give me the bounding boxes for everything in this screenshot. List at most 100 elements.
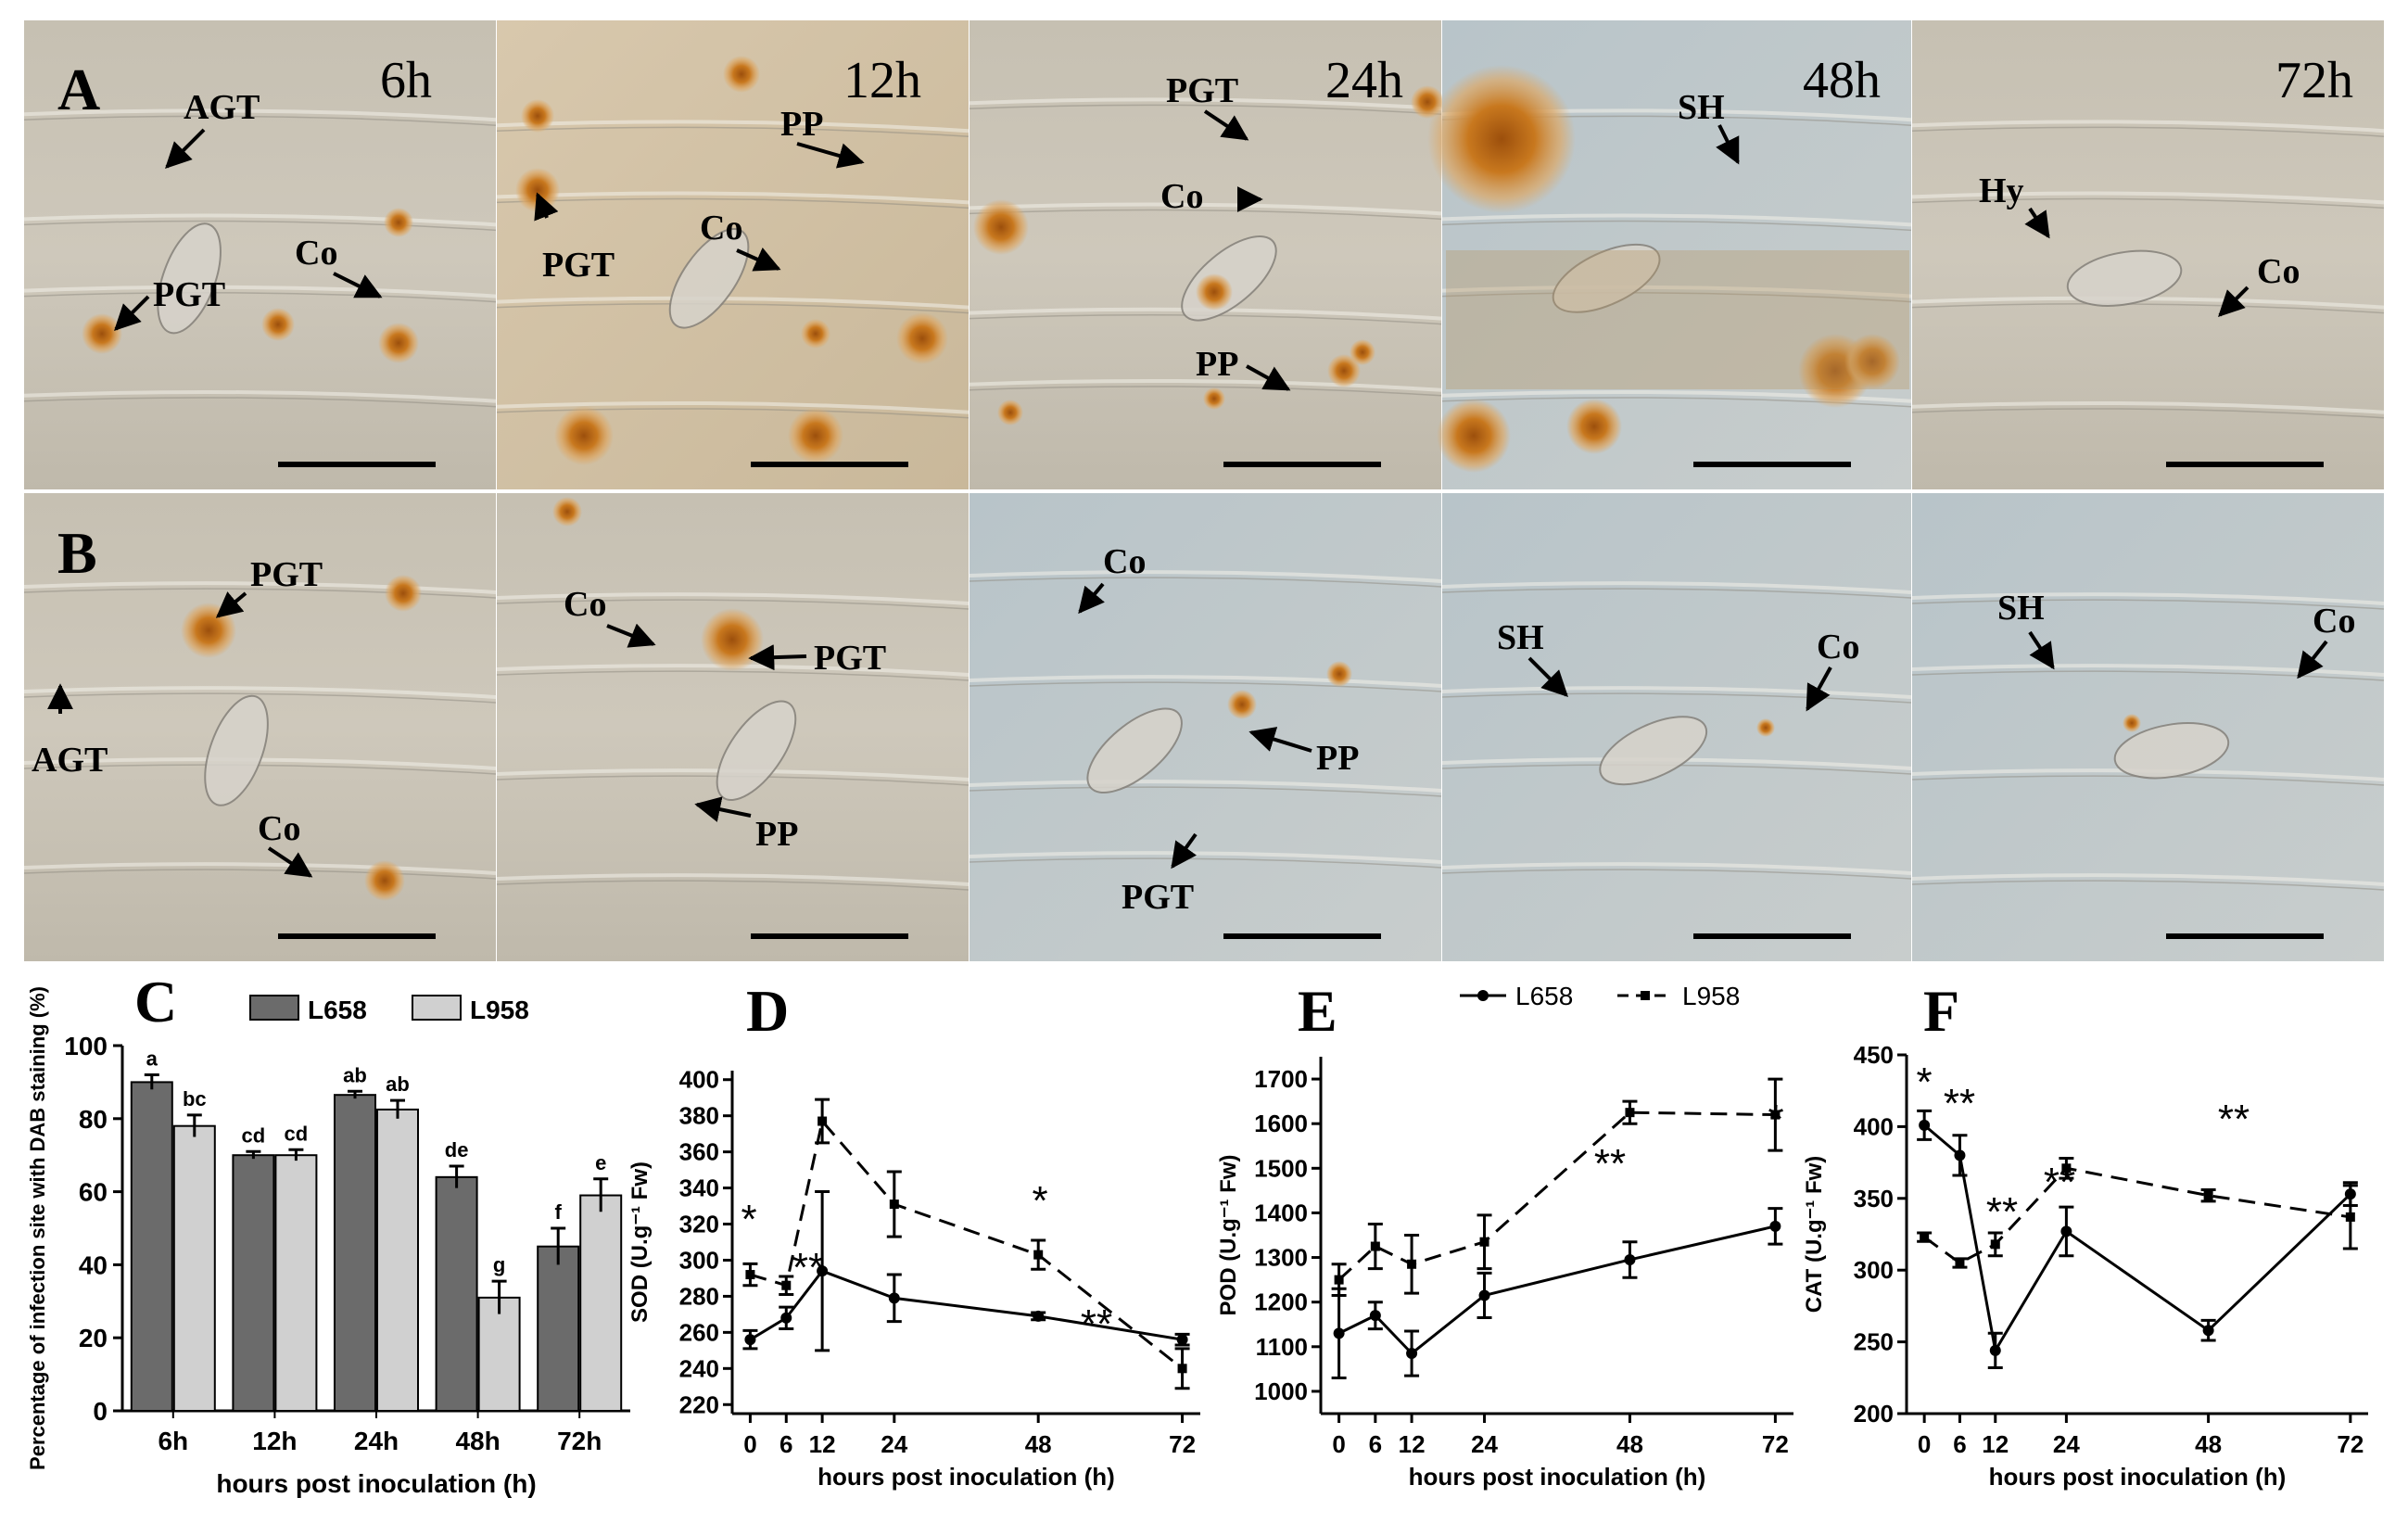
annotation-arrow (2218, 286, 2250, 317)
data-point-l958 (1479, 1237, 1489, 1247)
x-tick-label: 24 (1471, 1430, 1498, 1458)
data-point-l658 (817, 1265, 829, 1277)
dab-stain-spot (1427, 65, 1576, 213)
significance-letter: de (445, 1138, 469, 1161)
bar-l658 (435, 1175, 478, 1412)
micrograph-b3 (969, 493, 1442, 961)
x-tick-label: 72 (2337, 1430, 2364, 1458)
data-point-l658 (1624, 1253, 1636, 1265)
cell-wall-line (23, 389, 497, 403)
annotation-arrow (215, 591, 247, 618)
x-tick-label: 0 (1332, 1430, 1345, 1458)
y-tick-label: 400 (679, 1066, 719, 1094)
cell-wall-shadow (1911, 126, 2385, 137)
y-tick-label: 360 (679, 1138, 719, 1166)
dab-stain-spot (1227, 690, 1257, 719)
x-tick-label: 0 (743, 1430, 756, 1458)
row-b-label: B (57, 520, 97, 586)
data-point-l958 (1407, 1259, 1417, 1269)
data-point-l958 (781, 1280, 792, 1290)
significance-letter: cd (242, 1123, 266, 1147)
conidium-shape (2113, 722, 2230, 780)
annotation-b2-pgt: PGT (814, 639, 886, 678)
time-label-24h: 24h (1325, 52, 1403, 109)
annotation-arrow (2024, 207, 2050, 239)
dab-stain-spot (1437, 399, 1511, 473)
dab-stain-spot (384, 208, 413, 237)
annotation-a2-co: Co (700, 209, 742, 247)
dab-stain-spot (1844, 334, 1900, 389)
cell-wall-shadow (23, 397, 497, 408)
data-point-l658 (1954, 1149, 1966, 1161)
x-tick-label: 24h (354, 1427, 399, 1455)
dab-stain-spot (554, 406, 614, 465)
significance-letter: e (595, 1151, 606, 1174)
dab-stain-spot (801, 319, 830, 349)
x-tick-label: 72h (557, 1427, 602, 1455)
bar-l658 (232, 1154, 275, 1412)
data-point-l958 (817, 1116, 828, 1126)
legend-swatch-l658 (249, 995, 299, 1021)
x-tick-label: 12 (809, 1430, 836, 1458)
micrograph-background (1912, 493, 2384, 961)
chart-panel-d: D 220 240 260 280 300 320 340 360 380 400 0 6 12 24 48 7… (627, 978, 1200, 1491)
scale-bar (751, 933, 908, 939)
dab-stain-spot (1566, 399, 1622, 454)
data-point-l958 (1033, 1250, 1044, 1260)
cell-wall-line (23, 862, 497, 875)
annotation-arrow (736, 247, 781, 272)
data-point-l958 (1770, 1110, 1781, 1120)
necrotic-cell-region (1446, 250, 1909, 389)
micrograph-a1 (23, 20, 497, 489)
significance-star: ** (1081, 1301, 1112, 1347)
annotation-arrow (1248, 727, 1312, 753)
micrograph-background (24, 20, 496, 489)
dab-stain-spot (378, 323, 419, 363)
annotation-arrow (267, 846, 313, 878)
cell-wall-shadow (969, 386, 1442, 397)
annotation-arrow (694, 796, 752, 822)
scale-bar (1693, 933, 1851, 939)
cell-wall-shadow (1441, 692, 1912, 704)
annotation-a3-pgt: PGT (1166, 71, 1238, 110)
cell-wall-shadow (23, 764, 497, 775)
y-tick-label: 450 (1854, 1041, 1894, 1069)
micrograph-a4 (1427, 20, 1912, 489)
time-label-72h: 72h (2275, 52, 2353, 109)
micrograph-a5 (1911, 20, 2385, 489)
annotation-b1-pgt: PGT (250, 555, 323, 594)
cell-wall-shadow (23, 220, 497, 232)
cell-wall-line (969, 202, 1442, 216)
annotation-arrow (1246, 364, 1291, 391)
annotation-arrow (1716, 124, 1740, 165)
chart-panel-c: C L658 L958 0 20 40 60 80 100 6h a bc 12h cd cd 24h ab ab… (26, 969, 630, 1498)
series-line-l658 (1923, 1123, 2351, 1355)
cell-wall-line (23, 581, 497, 594)
scale-bar (278, 462, 436, 467)
micrograph-background (970, 493, 1441, 961)
x-tick-label: 24 (881, 1430, 907, 1458)
legend-label-l958: L958 (470, 996, 529, 1024)
dab-stain-spot (2123, 714, 2141, 732)
dab-stain-spot (181, 603, 236, 658)
data-point-l658 (2202, 1325, 2214, 1337)
time-label-48h: 48h (1803, 52, 1881, 109)
annotation-arrow (534, 192, 559, 222)
cell-wall-line (969, 378, 1442, 392)
y-tick-label: 100 (64, 1032, 108, 1060)
annotation-a4-sh: SH (1678, 88, 1725, 127)
data-point-l658 (1369, 1310, 1381, 1322)
cell-wall-shadow (969, 577, 1442, 588)
cell-wall-shadow (969, 786, 1442, 797)
scale-bar (1693, 462, 1851, 467)
conidium-shape (1599, 716, 1708, 786)
chart-panel-e: E 1000 1100 1200 1300 1400 1500 1600 1700 0 6 12 24 4… (1216, 978, 1793, 1491)
annotation-arrow (2028, 630, 2055, 670)
bar-l658 (130, 1081, 173, 1413)
y-tick-label: 320 (679, 1211, 719, 1238)
cell-wall-shadow (969, 681, 1442, 692)
x-tick-label: 6 (779, 1430, 792, 1458)
time-label-12h: 12h (843, 52, 921, 109)
